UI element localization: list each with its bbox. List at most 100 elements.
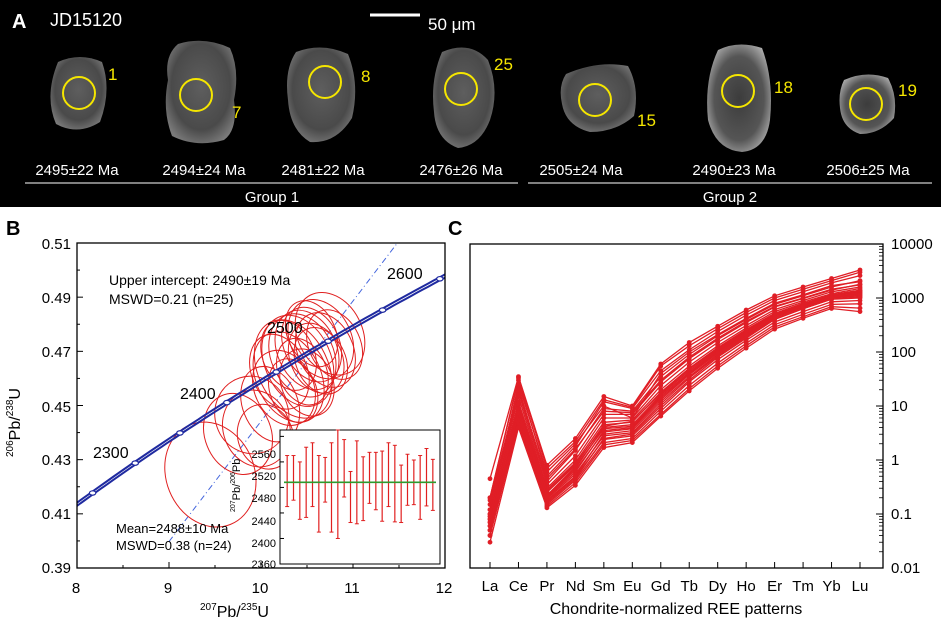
analysis-spot-7 [179, 78, 213, 112]
analysis-spot-25 [444, 72, 478, 106]
zircon-grain-7 [165, 40, 237, 144]
ree-point [516, 425, 521, 430]
ree-point [516, 375, 521, 381]
ree-point [715, 332, 721, 338]
ree-point [487, 476, 493, 482]
upper-intercept-annotation: Upper intercept: 2490±19 Ma [109, 272, 290, 288]
ree-point [658, 377, 664, 383]
group-2-label: Group 2 [703, 189, 757, 206]
ree-point [658, 383, 664, 388]
ree-point [686, 359, 692, 365]
panel-a-cl-images: A JD15120 50 μm 1 7 8 25 15 18 19 2495±22 Ma 24… [0, 0, 941, 207]
ree-point [715, 350, 721, 356]
ree-point [743, 318, 749, 324]
error-ellipse [252, 331, 325, 423]
ree-point [715, 365, 721, 371]
ree-point [572, 461, 578, 467]
ree-point [487, 495, 493, 501]
analysis-spot-19 [849, 87, 883, 121]
panel-b-frame [76, 242, 446, 569]
ree-point [572, 446, 578, 452]
ree-point [686, 366, 692, 372]
c-y-tick-0.01: 0.01 [891, 560, 920, 577]
ree-point [516, 410, 521, 416]
ree-pattern-lines [487, 267, 863, 545]
inset-tick-2560: 2560 [252, 449, 276, 461]
inset-tick-2440: 2440 [252, 516, 276, 528]
inset-tick-2520: 2520 [252, 471, 276, 483]
grain-age-18: 2490±23 Ma [692, 162, 776, 179]
inset-age-bars [280, 429, 435, 565]
zircon-grain-19 [839, 74, 896, 134]
ree-pattern-line [489, 271, 861, 498]
ree-point [601, 408, 607, 414]
ree-pattern-line [489, 287, 861, 517]
ree-point [544, 465, 550, 471]
ree-point [601, 429, 607, 435]
zircon-grain-18 [707, 44, 771, 152]
ree-point [658, 371, 664, 376]
grain-age-1: 2495±22 Ma [35, 162, 119, 179]
mean-mswd-annotation: MSWD=0.38 (n=24) [116, 538, 232, 553]
inset-tick-2400: 2400 [252, 538, 276, 550]
ree-pattern-line [489, 279, 861, 505]
ree-point [629, 410, 635, 416]
x-tick-label-Tm: Tm [792, 578, 814, 595]
c-y-tick-10000: 10000 [891, 236, 933, 253]
ree-point [516, 401, 521, 407]
ree-point [857, 298, 863, 303]
ree-pattern-line [489, 303, 861, 531]
mean-annotation: Mean=2488±10 Ma [116, 521, 229, 536]
c-y-tick-1000: 1000 [891, 290, 924, 307]
ree-point [857, 269, 863, 275]
concordia-age-marker [131, 460, 140, 466]
error-ellipse [276, 337, 329, 406]
ree-point [772, 295, 778, 301]
ree-point [629, 404, 635, 410]
panel-c-title: Chondrite-normalized REE patterns [550, 601, 803, 618]
x-tick-label-Ce: Ce [509, 578, 528, 595]
concordia-age-2500: 2500 [267, 320, 303, 337]
ree-pattern-line [489, 306, 861, 536]
error-ellipse [284, 300, 339, 368]
ree-point [629, 440, 635, 446]
x-tick-label-Pr: Pr [539, 578, 554, 595]
ree-point [629, 415, 635, 421]
ree-point [715, 326, 721, 332]
ree-point [487, 519, 493, 525]
concordia-age-marker [223, 399, 231, 406]
x-tick-label-La: La [482, 578, 499, 595]
concordia-age-2600: 2600 [387, 266, 423, 283]
analysis-spots [62, 65, 883, 121]
ree-point [658, 363, 664, 369]
concordia-age-marker [436, 275, 444, 282]
ree-point [715, 357, 721, 363]
error-ellipse [306, 309, 364, 380]
ree-point [743, 332, 749, 338]
analysis-spot-1 [62, 76, 96, 110]
inset-tick-2480: 2480 [252, 493, 276, 505]
ree-point [743, 345, 749, 351]
x-tick-9: 9 [164, 580, 172, 597]
ree-point [601, 403, 607, 409]
error-ellipse [268, 358, 319, 423]
ree-point [800, 315, 806, 321]
ree-point [686, 372, 692, 378]
ree-point [829, 295, 834, 300]
panel-c-y-tick-labels: 10000 1000 100 10 1 0.1 0.01 [891, 236, 933, 577]
x-tick-12: 12 [436, 580, 453, 597]
ree-point [857, 305, 863, 311]
ree-point [601, 423, 607, 429]
concordia-age-marker [176, 430, 184, 436]
ree-point [800, 286, 806, 292]
ree-point [743, 328, 749, 333]
ree-point [857, 273, 863, 278]
discordia-line [168, 243, 398, 542]
ree-point [772, 314, 778, 320]
x-tick-label-Gd: Gd [651, 578, 671, 595]
ree-point [686, 379, 692, 385]
x-tick-label-Lu: Lu [852, 578, 869, 595]
x-tick-label-Er: Er [767, 578, 782, 595]
ree-pattern-line [489, 294, 861, 523]
panel-c-ree-patterns: C 10000 1000 100 10 1 0.1 0.01 La Ce Pr Nd Sm Eu Gd T… [448, 218, 933, 618]
